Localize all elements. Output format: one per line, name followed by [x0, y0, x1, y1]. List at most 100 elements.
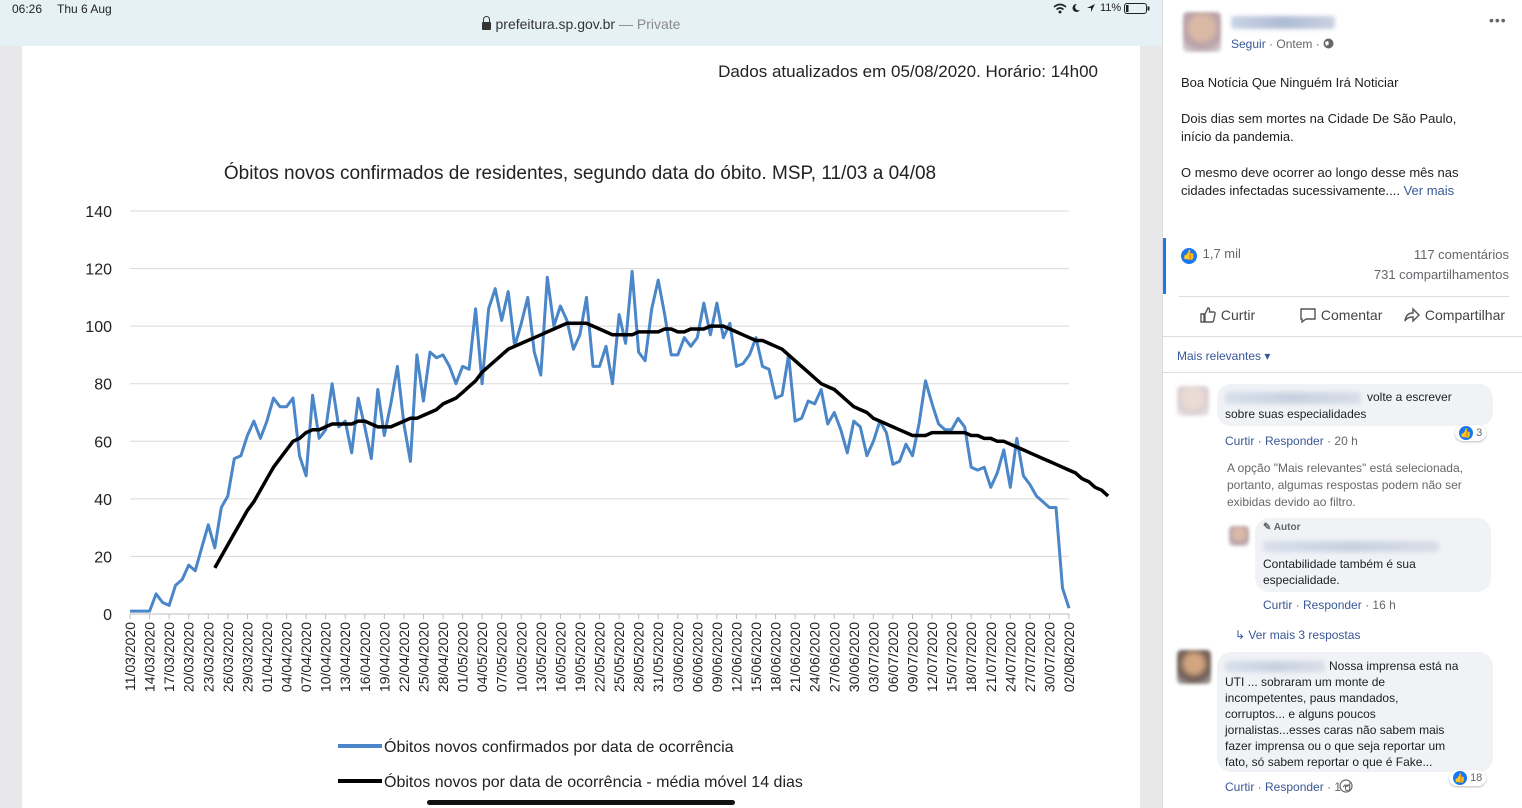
reply-name-blurred[interactable] [1263, 541, 1439, 552]
reply-like-link[interactable]: Curtir [1263, 598, 1293, 612]
series-moving-average-line [213, 321, 1110, 569]
x-tick-label: 03/07/2020 [865, 622, 881, 692]
x-tick-label: 28/04/2020 [435, 622, 451, 692]
moon-icon [1072, 3, 1080, 12]
focus-bar [1163, 238, 1166, 294]
y-tick-label: 20 [94, 549, 112, 566]
x-tick-label: 27/06/2020 [826, 622, 842, 692]
x-tick-label: 01/05/2020 [455, 622, 471, 692]
x-tick-label: 04/04/2020 [279, 622, 295, 692]
location-icon [1087, 4, 1095, 12]
x-tick-label: 16/05/2020 [552, 622, 568, 692]
comment-time: 20 h [1334, 434, 1358, 448]
post-text: Boa Notícia Que Ninguém Irá Noticiar Doi… [1181, 75, 1459, 198]
y-tick-label: 100 [85, 319, 112, 336]
comment-reactions[interactable]: 👍 18 [1449, 770, 1487, 786]
url-text: prefeitura.sp.gov.br [495, 16, 616, 32]
x-tick-label: 12/07/2020 [924, 622, 940, 692]
chart-title: Óbitos novos confirmados de residentes, … [224, 162, 936, 184]
y-tick-label: 0 [103, 607, 112, 624]
x-tick-label: 04/05/2020 [474, 622, 490, 692]
messenger-icon[interactable] [1339, 779, 1353, 793]
comments-count[interactable]: 117 comentários [1413, 247, 1509, 262]
x-tick-label: 23/03/2020 [200, 622, 216, 692]
follow-link[interactable]: Seguir [1231, 37, 1266, 51]
x-tick-label: 06/07/2020 [885, 622, 901, 692]
author-avatar[interactable] [1183, 12, 1221, 52]
x-tick-label: 13/04/2020 [337, 622, 353, 692]
x-tick-label: 19/05/2020 [572, 622, 588, 692]
filter-notice: A opção "Mais relevantes" está seleciona… [1227, 461, 1463, 509]
reply-reply-link[interactable]: Responder [1303, 598, 1362, 612]
comment-time: 1 d [1334, 780, 1352, 794]
comment-like-link[interactable]: Curtir [1225, 780, 1255, 794]
y-tick-label: 60 [94, 434, 112, 451]
x-tick-label: 28/05/2020 [631, 622, 647, 692]
home-indicator [427, 800, 735, 805]
x-tick-label: 13/05/2020 [533, 622, 549, 692]
comment-button[interactable]: Comentar [1299, 306, 1382, 324]
x-tick-label: 17/03/2020 [161, 622, 177, 692]
share-icon [1404, 307, 1420, 323]
like-reaction-icon: 👍 [1181, 248, 1197, 264]
commenter-avatar[interactable] [1177, 650, 1211, 684]
like-reaction-icon: 👍 [1453, 771, 1467, 785]
legend-label-daily: Óbitos novos confirmados por data de oco… [384, 737, 734, 756]
comment-icon [1300, 308, 1316, 324]
commenter-avatar[interactable] [1177, 386, 1209, 416]
x-tick-label: 21/07/2020 [983, 622, 999, 692]
address-bar[interactable]: prefeitura.sp.gov.br — Private [0, 16, 1162, 32]
x-tick-label: 19/04/2020 [376, 622, 392, 692]
comment-bubble: Nossa imprensa está na UTI ... sobraram … [1217, 652, 1493, 772]
wifi-icon [1053, 3, 1067, 14]
share-button[interactable]: Compartilhar [1403, 306, 1505, 324]
x-tick-label: 07/04/2020 [298, 622, 314, 692]
x-tick-label: 01/04/2020 [259, 622, 275, 692]
more-replies-link[interactable]: ↳ Ver mais 3 respostas [1235, 628, 1361, 642]
author-badge: ✎ Autor [1263, 522, 1301, 533]
x-tick-label: 12/06/2020 [728, 622, 744, 692]
y-tick-label: 120 [85, 262, 112, 279]
post-time[interactable]: Ontem [1276, 37, 1313, 51]
x-tick-label: 25/05/2020 [611, 622, 627, 692]
comment-reply-link[interactable]: Responder [1265, 434, 1324, 448]
author-name-blurred[interactable] [1231, 16, 1335, 29]
comment-reply-link[interactable]: Responder [1265, 780, 1324, 794]
private-label: — Private [619, 16, 681, 32]
legend-label-moving-average: Óbitos novos por data de ocorrência - mé… [384, 772, 803, 791]
x-tick-label: 02/08/2020 [1061, 622, 1077, 692]
battery-percent: 11% [1100, 2, 1122, 14]
x-tick-label: 07/05/2020 [494, 622, 510, 692]
comment-like-link[interactable]: Curtir [1225, 434, 1255, 448]
x-tick-label: 21/06/2020 [787, 622, 803, 692]
x-tick-label: 14/03/2020 [142, 622, 158, 692]
x-tick-label: 11/03/2020 [122, 622, 138, 691]
like-button[interactable]: Curtir [1199, 306, 1255, 324]
y-tick-label: 80 [94, 377, 112, 394]
x-tick-label: 15/06/2020 [748, 622, 764, 692]
commenter-name-blurred[interactable] [1225, 392, 1361, 404]
see-more-link[interactable]: Ver mais [1403, 183, 1455, 198]
x-tick-label: 30/06/2020 [846, 622, 862, 692]
x-tick-label: 10/05/2020 [513, 622, 529, 692]
x-tick-label: 09/06/2020 [709, 622, 725, 692]
comment-reactions[interactable]: 👍 3 [1455, 425, 1487, 441]
x-tick-label: 18/06/2020 [768, 622, 784, 692]
reply-avatar[interactable] [1229, 526, 1249, 546]
x-tick-label: 09/07/2020 [905, 622, 921, 692]
series-daily-deaths-line [130, 269, 1071, 613]
lock-icon [481, 16, 491, 30]
browser-pane: 06:26 Thu 6 Aug 11% prefeitura.sp.gov.br… [0, 0, 1162, 808]
thumbs-up-icon [1200, 307, 1216, 323]
x-tick-label: 20/03/2020 [181, 622, 197, 692]
post-menu-icon[interactable]: ••• [1489, 12, 1507, 28]
reaction-summary[interactable]: 👍 1,7 mil [1181, 246, 1241, 264]
commenter-name-blurred[interactable] [1225, 661, 1325, 672]
sort-dropdown[interactable]: Mais relevantes ▾ [1177, 349, 1271, 363]
shares-count[interactable]: 731 compartilhamentos [1373, 267, 1509, 282]
x-tick-label: 22/05/2020 [592, 622, 608, 692]
x-tick-label: 18/07/2020 [963, 622, 979, 692]
x-tick-label: 15/07/2020 [944, 622, 960, 692]
document-page: Dados atualizados em 05/08/2020. Horário… [22, 46, 1140, 808]
x-tick-label: 27/07/2020 [1022, 622, 1038, 692]
